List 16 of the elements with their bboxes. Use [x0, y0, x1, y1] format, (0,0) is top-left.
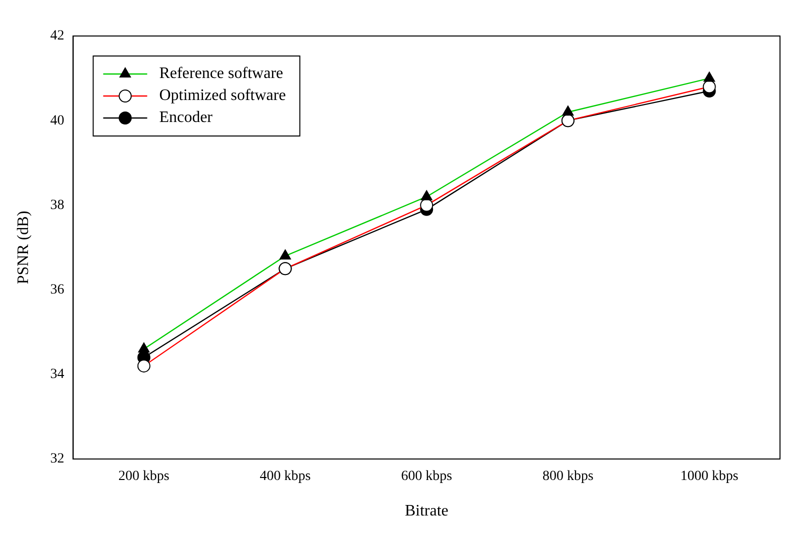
y-tick-label: 34	[50, 367, 64, 382]
x-tick-label: 1000 kbps	[680, 469, 738, 484]
y-tick-label: 38	[50, 198, 64, 213]
y-tick-label: 40	[50, 113, 64, 128]
x-tick-label: 400 kbps	[260, 469, 311, 484]
y-axis-title: PSNR (dB)	[14, 210, 32, 284]
legend-label: Reference software	[159, 65, 284, 82]
x-tick-label: 600 kbps	[401, 469, 452, 484]
x-tick-label: 200 kbps	[118, 469, 170, 484]
legend-label: Encoder	[159, 109, 214, 126]
x-tick-label: 800 kbps	[542, 469, 594, 484]
y-tick-label: 36	[50, 282, 64, 298]
legend-label: Optimized software	[159, 87, 286, 104]
x-axis-title: Bitrate	[404, 502, 448, 520]
y-tick-label: 32	[50, 452, 64, 467]
y-tick-label: 42	[50, 28, 64, 44]
